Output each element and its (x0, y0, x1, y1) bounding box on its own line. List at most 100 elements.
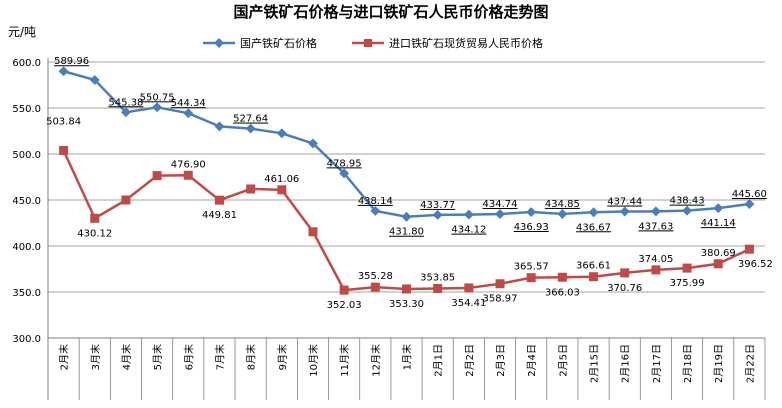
x-tick-label: 3月末 (89, 344, 102, 370)
data-label-series-2: 355.28 (358, 271, 393, 282)
data-point-series-2 (121, 195, 131, 205)
data-point-series-1 (432, 209, 443, 220)
x-tick-label: 1月末 (401, 344, 414, 370)
data-point-series-1 (526, 207, 537, 217)
data-label-series-1: 589.96 (54, 56, 89, 67)
x-tick-label: 6月末 (182, 344, 195, 370)
legend: 国产铁矿石价格 进口铁矿石现货贸易人民币价格 (203, 36, 543, 50)
x-tick-label: 7月末 (213, 344, 226, 370)
data-label-series-1: 434.12 (451, 225, 486, 236)
data-label-series-1: 434.74 (483, 199, 518, 210)
data-label-series-2: 365.57 (514, 262, 549, 273)
data-label-series-1: 437.63 (638, 221, 673, 232)
data-point-series-1 (308, 138, 318, 149)
data-label-series-1: 527.64 (233, 114, 268, 125)
x-tick-label: 2月17日 (651, 344, 663, 383)
data-point-series-1 (557, 208, 568, 219)
legend-marker-series-2 (364, 39, 372, 47)
data-point-series-1 (619, 206, 630, 217)
data-point-series-1 (339, 168, 350, 179)
data-point-series-2 (370, 282, 380, 292)
y-tick-label: 450.0 (12, 196, 41, 207)
data-point-series-1 (183, 108, 194, 119)
data-point-series-1 (89, 74, 100, 85)
data-label-series-2: 353.30 (389, 299, 424, 310)
data-point-series-2 (183, 170, 193, 180)
data-point-series-1 (214, 121, 225, 132)
data-label-series-2: 375.99 (670, 278, 705, 289)
legend-label-series-1: 国产铁矿石价格 (240, 36, 317, 50)
data-label-series-2: 366.61 (576, 261, 611, 272)
y-tick-label: 600.0 (12, 58, 41, 69)
data-point-series-2 (464, 283, 474, 293)
data-label-series-2: 358.97 (483, 294, 518, 305)
x-tick-label: 11月末 (338, 344, 351, 377)
data-point-series-2 (308, 227, 318, 237)
data-point-series-2 (214, 195, 224, 205)
data-point-series-2 (433, 283, 443, 293)
data-point-series-2 (59, 145, 69, 155)
data-label-series-2: 449.81 (202, 210, 237, 221)
data-label-series-1: 438.14 (358, 196, 393, 207)
data-point-series-1 (120, 107, 131, 118)
data-point-series-1 (245, 123, 256, 134)
legend-item-series-2: 进口铁矿石现货贸易人民币价格 (352, 36, 543, 50)
data-point-series-1 (152, 102, 163, 113)
data-label-series-2: 354.41 (451, 298, 486, 309)
x-tick-label: 2月16日 (620, 344, 632, 383)
data-point-series-1 (463, 209, 474, 220)
data-label-series-1: 436.67 (576, 222, 611, 233)
data-label-series-1: 431.80 (389, 227, 424, 238)
data-label-series-1: 478.95 (327, 158, 362, 169)
data-label-series-2: 396.52 (738, 259, 773, 270)
x-tick-label: 4月末 (120, 344, 133, 370)
data-point-series-2 (246, 184, 256, 194)
data-label-series-1: 441.14 (701, 218, 736, 229)
data-point-series-2 (495, 279, 505, 289)
plot-area: 300.0 350.0 400.0 450.0 500.0 550.0 600.0 2月末 3月… (12, 56, 773, 400)
x-tick-label: 2月5日 (557, 344, 569, 377)
legend-item-series-1: 国产铁矿石价格 (203, 36, 317, 50)
data-point-series-1 (713, 203, 724, 214)
data-point-series-1 (401, 211, 412, 222)
x-tick-label: 8月末 (245, 344, 258, 370)
data-point-series-1 (682, 205, 693, 216)
x-tick-label: 2月1日 (433, 344, 445, 377)
data-label-series-1: 433.77 (420, 200, 455, 211)
data-label-series-2: 353.85 (420, 272, 455, 283)
x-tick-label: 2月2日 (464, 344, 476, 377)
data-label-series-2: 374.05 (638, 254, 673, 265)
data-point-series-2 (620, 268, 630, 278)
data-point-series-1 (650, 206, 661, 217)
data-label-series-2: 461.06 (264, 174, 299, 185)
x-tick-label: 5月末 (151, 344, 164, 370)
y-tick-label: 300.0 (12, 334, 41, 345)
legend-marker-series-1 (214, 38, 224, 48)
data-label-series-2: 476.90 (171, 159, 206, 170)
data-label-series-2: 352.03 (327, 300, 362, 311)
data-point-series-2 (651, 265, 661, 275)
y-tick-label: 350.0 (12, 288, 41, 299)
x-tick-label: 2月4日 (526, 344, 538, 377)
data-point-series-2 (744, 244, 754, 254)
data-point-series-2 (402, 284, 411, 294)
legend-label-series-2: 进口铁矿石现货贸易人民币价格 (389, 36, 543, 50)
data-point-series-1 (58, 66, 69, 77)
data-label-series-1: 436.93 (514, 222, 549, 233)
data-point-series-1 (276, 128, 287, 139)
data-point-series-2 (152, 171, 162, 181)
data-point-series-1 (744, 199, 755, 209)
data-point-series-2 (682, 263, 692, 273)
x-tick-label: 2月3日 (495, 344, 507, 377)
x-tick-label: 2月18日 (682, 344, 694, 383)
x-tick-label: 9月末 (276, 344, 289, 370)
data-label-series-1: 545.38 (108, 97, 143, 108)
data-point-series-2 (526, 273, 536, 283)
data-point-series-2 (339, 285, 349, 295)
data-label-series-2: 503.84 (46, 116, 81, 127)
y-tick-label: 400.0 (12, 242, 41, 253)
y-axis-unit-label: 元/吨 (8, 25, 36, 39)
x-tick-label: 12月末 (369, 344, 382, 377)
x-tick-label: 2月15日 (589, 344, 601, 383)
